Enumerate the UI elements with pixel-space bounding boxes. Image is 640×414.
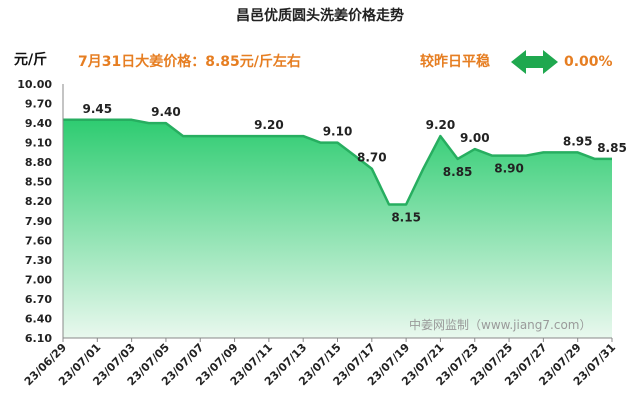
trend-label: 较昨日平稳 — [420, 53, 490, 70]
watermark: 中姜网监制（www.jiang7.com） — [409, 317, 591, 332]
x-axis: 23/06/2923/07/0123/07/0323/07/0523/07/07… — [22, 338, 618, 388]
y-tick-label: 8.80 — [25, 156, 52, 169]
data-label: 9.40 — [151, 105, 181, 119]
data-label: 8.15 — [391, 210, 421, 224]
change-percent: 0.00% — [564, 54, 613, 70]
y-tick-label: 7.00 — [25, 273, 52, 286]
y-tick-label: 8.50 — [25, 176, 52, 189]
y-tick-label: 6.70 — [25, 293, 52, 306]
data-label: 8.70 — [357, 151, 387, 165]
y-tick-label: 7.60 — [25, 234, 52, 247]
y-tick-label: 6.10 — [25, 332, 52, 345]
data-label: 9.45 — [83, 102, 113, 116]
data-labels: 9.45 9.40 9.20 9.10 8.70 8.15 9.20 8.85 9.00 8.90… — [83, 102, 627, 225]
data-label: 8.85 — [597, 141, 627, 155]
price-area — [63, 119, 612, 338]
data-label: 8.90 — [494, 162, 524, 176]
price-note: 7月31日大姜价格：8.85元/斤左右 — [78, 53, 301, 70]
data-label: 9.10 — [323, 125, 353, 139]
price-line — [63, 118, 612, 206]
y-tick-label: 10.00 — [17, 78, 52, 91]
chart-title: 昌邑优质圆头洗姜价格走势 — [236, 7, 404, 24]
data-label: 8.95 — [563, 134, 593, 148]
y-tick-label: 6.40 — [25, 312, 52, 325]
plot-area — [62, 84, 612, 339]
data-label: 9.20 — [254, 118, 284, 132]
y-tick-label: 7.30 — [25, 254, 52, 267]
y-axis: 10.00 9.70 9.40 9.10 8.80 8.50 8.20 7.90 7.60 7.3… — [17, 78, 52, 345]
y-tick-label: 8.20 — [25, 195, 52, 208]
y-tick-label: 7.90 — [25, 215, 52, 228]
double-arrow-icon — [511, 50, 558, 74]
data-label: 9.00 — [460, 131, 490, 145]
y-axis-unit: 元/斤 — [14, 51, 47, 68]
data-label: 8.85 — [443, 165, 473, 179]
data-label: 9.20 — [426, 118, 456, 132]
y-tick-label: 9.70 — [25, 98, 52, 111]
y-tick-label: 9.10 — [25, 137, 52, 150]
y-tick-label: 9.40 — [25, 117, 52, 130]
